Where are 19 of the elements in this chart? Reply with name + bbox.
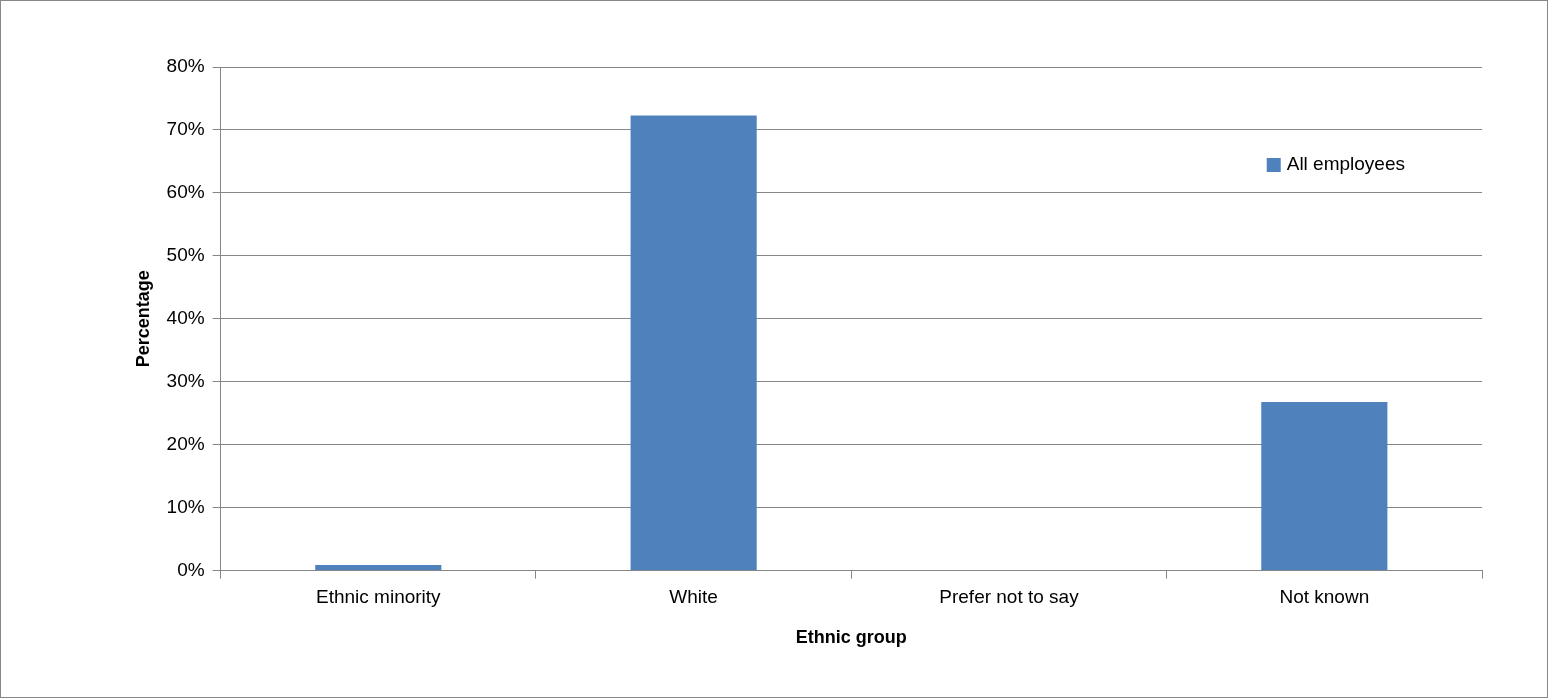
y-tick-label: 50% (166, 244, 205, 266)
bar (1261, 401, 1388, 571)
x-tick-label: Not known (1279, 586, 1370, 608)
bar (630, 115, 757, 571)
y-tick-label: 80% (166, 55, 205, 77)
x-tick-label: White (669, 586, 718, 608)
legend-label: All employees (1286, 153, 1405, 175)
x-axis-title: Ethnic group (795, 627, 907, 648)
y-tick-label: 40% (166, 307, 205, 329)
y-tick-label: 30% (166, 369, 205, 391)
y-axis-title: Percentage (132, 270, 153, 368)
y-tick-label: 60% (166, 181, 205, 203)
x-tick-label: Ethnic minority (315, 586, 442, 608)
x-tick-label: Prefer not to say (939, 586, 1080, 608)
bar (315, 564, 442, 571)
y-tick-label: 0% (177, 558, 205, 580)
y-tick-label: 70% (166, 118, 205, 140)
y-tick-label: 20% (166, 432, 205, 454)
y-tick-label: 10% (166, 495, 205, 517)
